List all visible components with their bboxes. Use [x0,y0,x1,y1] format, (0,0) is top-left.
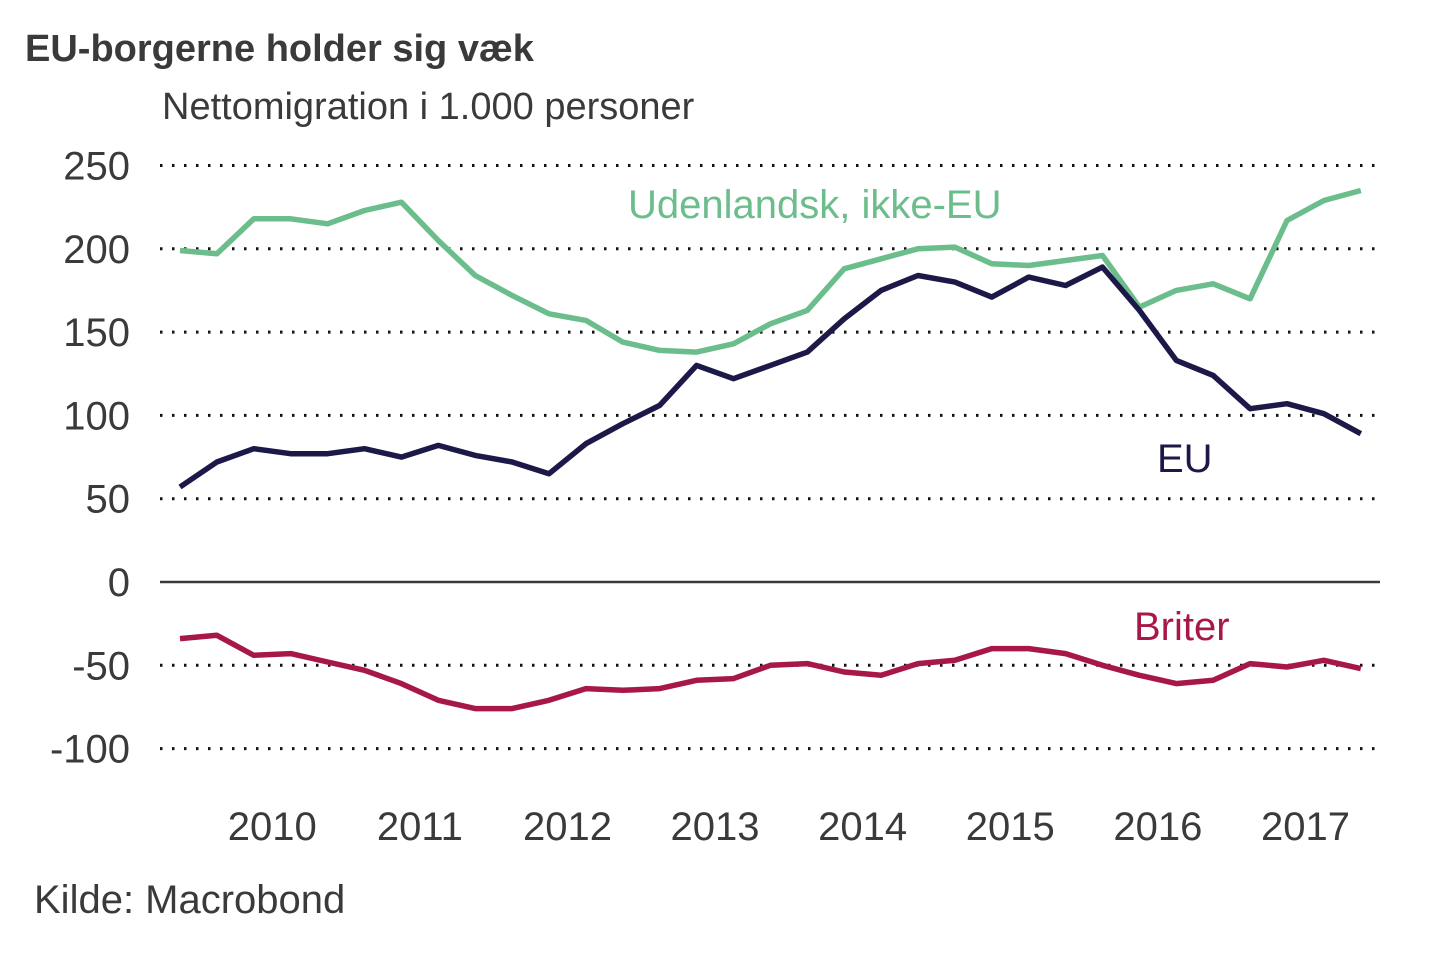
x-tick-label: 2013 [671,805,760,849]
y-tick-label: 50 [86,478,131,522]
y-tick-label: -100 [50,728,130,772]
series-lines [178,187,1363,712]
x-tick-label: 2014 [818,805,907,849]
y-tick-label: 100 [63,394,130,438]
x-tick-label: 2011 [377,805,463,849]
y-tick-label: 150 [63,311,130,355]
series-line-udenlandsk-ikke-eu [179,187,1362,355]
series-line-eu [178,264,1363,490]
x-tick-label: 2012 [523,805,612,849]
y-tick-label: 250 [63,145,130,189]
chart-subtitle: Nettomigration i 1.000 personer [162,86,695,128]
x-axis-ticks: 2010 2011 2012 2013 2014 2015 2016 2017 [228,805,1350,849]
source-note: Kilde: Macrobond [34,878,346,922]
series-line-briter [179,632,1362,712]
series-label: EU [1157,437,1213,481]
y-tick-label: 200 [63,228,130,272]
gridlines [160,164,1380,751]
y-axis-ticks: 250 200 150 100 50 0 -50 -100 [50,145,130,772]
series-label: Briter [1134,605,1230,649]
x-tick-label: 2017 [1261,805,1350,849]
chart-title: EU-borgerne holder sig væk [25,28,534,70]
x-tick-label: 2016 [1113,805,1202,849]
series-label: Udenlandsk, ikke-EU [628,183,1002,227]
x-tick-label: 2015 [966,805,1055,849]
x-tick-label: 2010 [228,805,317,849]
y-tick-label: 0 [108,561,130,605]
y-tick-label: -50 [72,644,130,688]
series-labels: Udenlandsk, ikke-EU EU Briter [628,183,1230,649]
